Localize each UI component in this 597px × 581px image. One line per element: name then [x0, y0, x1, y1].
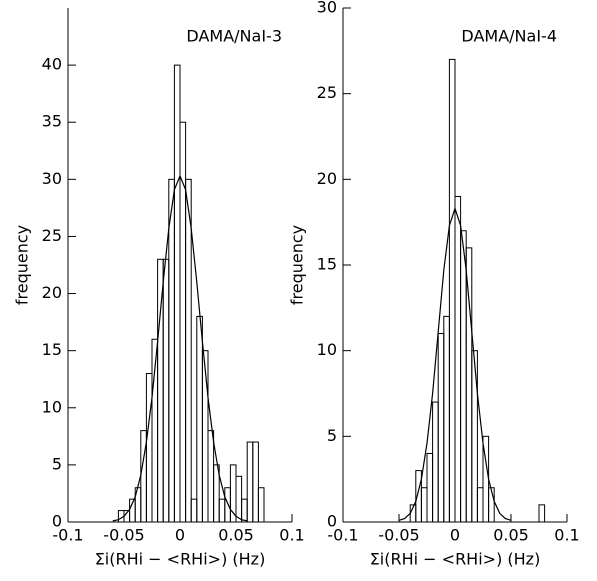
histogram-bar: [471, 350, 478, 523]
y-tick-label: 25: [317, 83, 337, 102]
x-tick-label: 0.05: [493, 526, 529, 545]
histogram-bar: [454, 195, 462, 523]
y-tick-label: 15: [42, 340, 62, 359]
histogram-bar: [224, 487, 231, 523]
histogram-bar: [420, 487, 428, 523]
histogram-bar: [246, 441, 254, 523]
x-axis-label: Σi(RHi − <RHi>) (Hz): [95, 550, 266, 569]
histogram-bar: [168, 178, 175, 523]
histogram-bar: [437, 333, 445, 523]
y-tick-label: 0: [327, 512, 337, 531]
histogram-bar: [185, 178, 192, 523]
histogram-bar: [207, 430, 215, 523]
y-tick-label: 10: [42, 397, 62, 416]
histogram-bar: [213, 464, 220, 523]
histogram-bar: [426, 452, 434, 523]
x-tick-label: 0.1: [554, 526, 579, 545]
histogram-bar: [235, 475, 243, 523]
histogram-bar: [538, 504, 546, 523]
x-tick-label: -0.1: [52, 526, 83, 545]
y-tick-label: 35: [42, 112, 62, 131]
y-tick-label: 30: [42, 169, 62, 188]
x-tick-label: 0: [175, 526, 185, 545]
histogram-bar: [448, 58, 456, 523]
panel-label: DAMA/NaI-3: [186, 27, 282, 46]
histogram-bar: [218, 498, 226, 523]
y-tick-label: 10: [317, 340, 337, 359]
x-tick-label: -0.05: [103, 526, 144, 545]
y-tick-label: 20: [317, 169, 337, 188]
x-tick-label: 0.1: [279, 526, 304, 545]
histogram-bar: [162, 258, 170, 523]
y-tick-label: 40: [42, 55, 62, 74]
x-tick-label: -0.05: [378, 526, 419, 545]
histogram-bar: [476, 487, 484, 523]
histogram-bar: [465, 247, 473, 523]
histogram-bar: [201, 350, 209, 523]
x-tick-label: -0.1: [327, 526, 358, 545]
histogram-bar: [432, 401, 439, 523]
histogram-bar: [443, 315, 450, 523]
histogram-bar: [488, 487, 495, 523]
panel-label: DAMA/NaI-4: [461, 27, 557, 46]
fit-curve: [112, 174, 248, 522]
histogram-bar: [190, 498, 198, 523]
y-tick-label: 15: [317, 255, 337, 274]
histogram-bar: [196, 315, 203, 523]
y-tick-label: 5: [52, 454, 62, 473]
y-tick-label: 0: [52, 512, 62, 531]
y-tick-label: 5: [327, 426, 337, 445]
histogram-bar: [173, 64, 181, 523]
x-tick-label: 0.05: [218, 526, 254, 545]
y-axis-label: frequency: [13, 225, 32, 305]
histogram-bar: [157, 258, 164, 523]
histogram-bar: [241, 498, 248, 523]
fit-curve: [398, 206, 512, 521]
y-axis-label: frequency: [288, 225, 307, 305]
histogram-bar: [252, 441, 259, 523]
x-axis-label: Σi(RHi − <RHi>) (Hz): [370, 550, 541, 569]
y-tick-label: 30: [317, 0, 337, 17]
histogram-bar: [460, 230, 467, 523]
histogram-bar: [145, 373, 153, 523]
x-tick-label: 0: [450, 526, 460, 545]
y-tick-label: 20: [42, 283, 62, 302]
y-tick-label: 25: [42, 226, 62, 245]
histogram-bar: [257, 487, 265, 523]
